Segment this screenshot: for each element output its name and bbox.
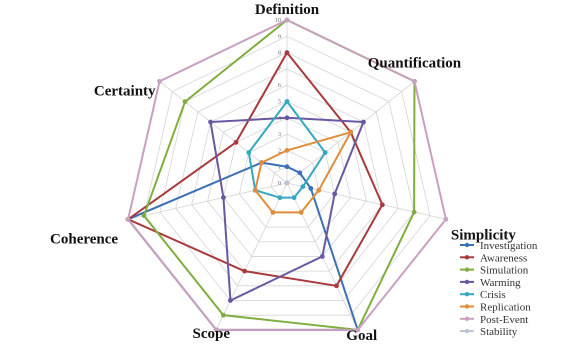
legend-marker [464,304,470,309]
tick-label: 6 [278,83,281,89]
axis-label-quantification: Quantification [368,55,462,71]
series-point [412,78,417,84]
legend-entry: Simulation [480,265,529,277]
series-point [284,99,290,104]
series-point [221,195,226,200]
grid-ring [143,35,431,316]
legend-entry: Post-Event [480,314,528,326]
series-point [242,268,247,274]
series-point [443,216,449,222]
legend-marker [464,242,470,248]
grid-ring [175,68,399,287]
series-point [411,209,417,215]
series-line-crisis [247,99,327,199]
series-point [298,209,304,215]
grid-ring [207,101,367,257]
series-line-post-event [127,18,447,331]
series-point [277,195,283,201]
series-point [182,99,188,105]
tick-label: 9 [278,34,281,40]
legend: InvestigationAwarenessSimulationWarmingC… [460,240,538,338]
axis-label-goal: Goal [346,328,377,344]
series-point [157,78,162,84]
series-line-replication [254,130,353,214]
series-point [316,187,322,193]
tick-label: 2 [278,148,281,154]
tick-label: 10 [275,18,281,24]
series-point [300,184,306,190]
tick-label: 5 [278,100,281,106]
axis-label-coherence: Coherence [50,231,118,247]
axis-label-simplicity: Simplicity [451,227,517,243]
series-line-investigation [126,161,360,331]
series-line-warming [209,116,365,303]
series-line-awareness [126,50,384,287]
axis-labels: Definition Quantification Simplicity Goal Sc… [50,2,516,344]
series-point [355,327,361,333]
grid-spoke [159,81,288,184]
series-point [319,254,325,259]
series-point [125,216,131,222]
series-point [308,186,314,191]
series-point [228,298,233,303]
legend-marker [464,328,470,334]
legend-marker [464,279,470,285]
legend-entry: Warming [480,277,521,289]
axis-label-certainty: Certainty [94,83,156,99]
grid-ring [159,52,415,301]
series-point [332,191,338,197]
grid-spoke [127,182,288,220]
legend-entry: Replication [480,302,531,314]
legend-entry: Stability [480,326,518,338]
series-line-simulation [142,18,416,331]
series-point [291,195,297,201]
grid-spoke [215,182,288,331]
series-point [284,148,290,153]
series-point [141,213,147,219]
legend-entry: Awareness [480,252,527,264]
tick-label: 7 [278,67,281,73]
series-point [284,17,290,23]
tick-label: 1 [278,165,281,171]
legend-marker [464,267,470,272]
series-point [233,139,239,145]
series-point [379,202,385,208]
axis-label-scope: Scope [193,326,231,342]
legend-entry: Crisis [480,289,506,301]
legend-marker [464,255,470,260]
series-point [246,150,252,155]
tick-label: 3 [278,132,281,138]
legend-marker [464,316,470,321]
tick-label: 0 [278,181,281,187]
series-point [322,150,328,155]
axis-label-definition: Definition [255,2,320,18]
series-point [270,209,276,215]
grid-ring [191,84,383,272]
series-point [334,283,339,289]
series-point [252,187,258,193]
series-point [284,180,290,186]
series-point [213,327,219,333]
series-point [361,119,366,125]
series-group [125,17,449,333]
series-point [259,160,264,166]
series-point [348,129,354,135]
series-point [297,170,303,176]
series-point [284,115,290,121]
series-point [208,119,213,125]
series-point [284,50,290,55]
grid-ring [238,133,336,228]
legend-entry: Investigation [480,240,538,252]
grid-spoke [286,182,447,220]
legend-marker [464,292,470,297]
series-point [284,164,290,170]
tick-label: 8 [278,51,281,57]
series-point [220,312,226,318]
